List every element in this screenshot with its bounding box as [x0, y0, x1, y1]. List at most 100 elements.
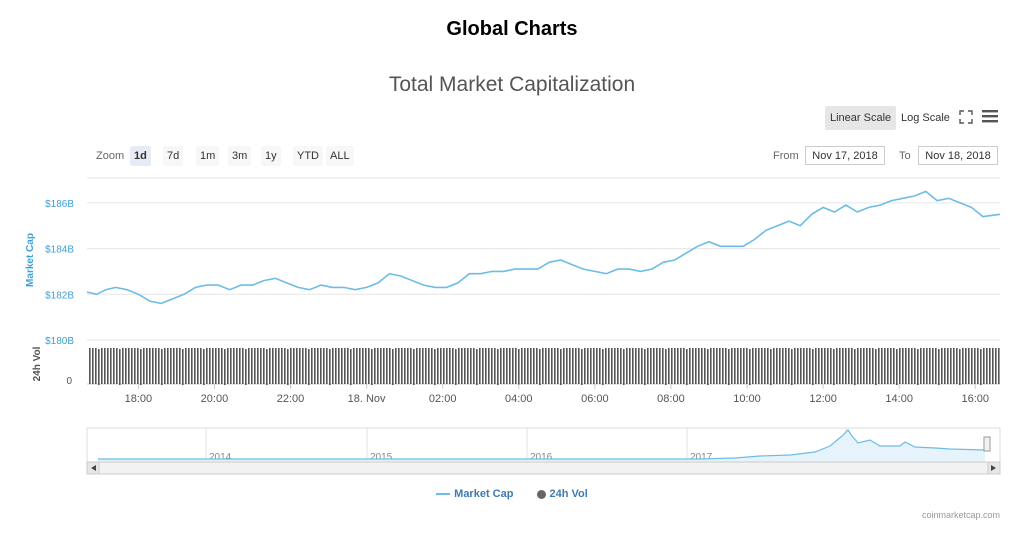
volume-bar [296, 348, 298, 384]
volume-bar [314, 348, 316, 384]
volume-bar [986, 348, 988, 384]
navigator-year-label: 2015 [370, 452, 393, 463]
legend: Market Cap 24h Vol [0, 488, 1024, 500]
navigator-year-label: 2016 [530, 452, 553, 463]
volume-bar [230, 348, 232, 384]
volume-bar [938, 349, 940, 385]
volume-bar [158, 348, 160, 384]
volume-bar [101, 348, 103, 384]
volume-bar [674, 348, 676, 384]
volume-bar [902, 348, 904, 384]
to-date-input[interactable]: Nov 18, 2018 [918, 146, 998, 165]
volume-bar [491, 348, 493, 384]
volume-bar [995, 348, 997, 384]
zoom-button-1d[interactable]: 1d [130, 146, 151, 166]
volume-bar [401, 348, 403, 384]
volume-bar [131, 348, 133, 384]
volume-bar [698, 348, 700, 384]
zoom-button-all[interactable]: ALL [326, 146, 354, 166]
volume-bar [437, 348, 439, 384]
volume-bar [836, 348, 838, 384]
volume-bar [359, 348, 361, 384]
zoom-button-ytd[interactable]: YTD [293, 146, 323, 166]
legend-item-market-cap[interactable]: Market Cap [436, 488, 516, 500]
volume-bar [653, 348, 655, 384]
legend-item-24h-vol[interactable]: 24h Vol [536, 488, 588, 500]
volume-bar [107, 348, 109, 384]
volume-bar [200, 348, 202, 384]
volume-bar [569, 348, 571, 384]
volume-bar [533, 348, 535, 384]
volume-bar [791, 349, 793, 385]
volume-bar [407, 348, 409, 384]
volume-bar [899, 348, 901, 384]
zoom-button-7d[interactable]: 7d [163, 146, 184, 166]
volume-bar [977, 348, 979, 384]
volume-bar [446, 348, 448, 384]
y-tick-label: $186B [45, 199, 74, 210]
volume-bar [395, 348, 397, 384]
y-tick-label: $184B [45, 245, 74, 256]
x-tick-label: 08:00 [657, 393, 685, 405]
volume-bar [254, 348, 256, 384]
zoom-button-3m[interactable]: 3m [228, 146, 252, 166]
volume-bar [539, 349, 541, 385]
line-marker-icon [436, 493, 451, 496]
x-tick-label: 06:00 [581, 393, 609, 405]
volume-bar [515, 348, 517, 384]
volume-bar [776, 348, 778, 384]
volume-bar [884, 348, 886, 384]
navigator-handle [983, 436, 991, 452]
zoom-button-1y[interactable]: 1y [261, 146, 281, 166]
from-date-input[interactable]: Nov 17, 2018 [805, 146, 885, 165]
linear-scale-button[interactable]: Linear Scale [825, 106, 897, 130]
volume-bar [794, 348, 796, 384]
volume-bar [206, 348, 208, 384]
x-tick-label: 14:00 [885, 393, 913, 405]
credits-link[interactable]: coinmarketcap.com [921, 510, 1000, 520]
volume-bar [179, 348, 181, 384]
volume-bar [233, 348, 235, 384]
volume-bar [413, 349, 415, 385]
volume-bar [527, 348, 529, 384]
zoom-button-1m[interactable]: 1m [196, 146, 220, 166]
volume-bar [389, 348, 391, 384]
volume-bar [602, 349, 604, 385]
volume-bar [590, 348, 592, 384]
volume-bar [530, 348, 532, 384]
volume-bar [218, 348, 220, 384]
volume-bar [275, 348, 277, 384]
volume-bar [896, 349, 898, 385]
volume-bar [656, 348, 658, 384]
volume-bar [851, 348, 853, 384]
volume-bar [704, 348, 706, 384]
navigator-year-label: 2018 [849, 452, 872, 463]
volume-bar [386, 348, 388, 384]
volume-bar [440, 348, 442, 384]
volume-bar [587, 348, 589, 384]
volume-bar [305, 348, 307, 384]
volume-bar [923, 348, 925, 384]
volume-bar [209, 348, 211, 384]
volume-bar [536, 348, 538, 384]
volume-bar [563, 348, 565, 384]
volume-bar [779, 348, 781, 384]
volume-bar [980, 349, 982, 385]
volume-bar [860, 348, 862, 384]
volume-bar [470, 348, 472, 384]
volume-bar [983, 348, 985, 384]
volume-bar [323, 348, 325, 384]
log-scale-button[interactable]: Log Scale [901, 112, 950, 124]
volume-bar [113, 348, 115, 384]
volume-bar [719, 348, 721, 384]
from-label: From [773, 150, 799, 162]
hamburger-menu-icon[interactable] [982, 110, 998, 123]
volume-bar [464, 348, 466, 384]
volume-bar [227, 348, 229, 384]
volume-bar [368, 348, 370, 384]
fullscreen-icon[interactable] [959, 110, 973, 124]
volume-bar [935, 348, 937, 384]
scroll-left-arrow-icon [91, 465, 96, 471]
volume-bar [620, 348, 622, 384]
volume-bar [971, 348, 973, 384]
